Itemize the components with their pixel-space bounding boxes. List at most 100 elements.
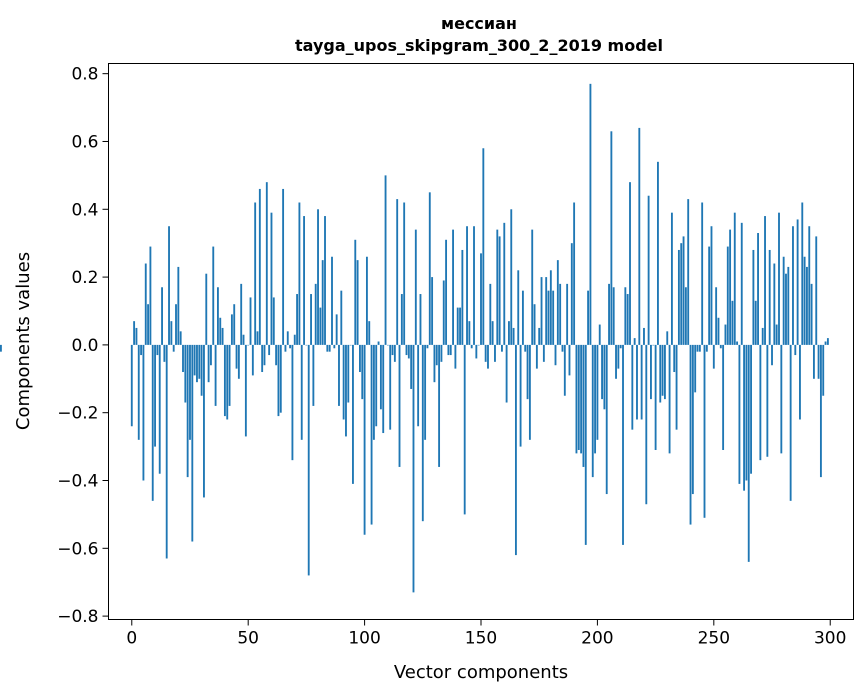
bar [559, 283, 562, 345]
bar [822, 344, 825, 396]
bar [803, 256, 806, 345]
plot-frame [108, 63, 854, 620]
bar [270, 212, 273, 345]
bar [349, 344, 352, 346]
bar [219, 317, 222, 345]
bar [440, 344, 443, 362]
bar [812, 344, 815, 379]
bar [647, 195, 650, 345]
bar [657, 161, 659, 345]
bar [484, 344, 487, 362]
bar [377, 341, 380, 345]
bar [456, 307, 459, 345]
y-tick-label: −0.4 [57, 472, 98, 492]
bar [130, 344, 133, 427]
bar [263, 344, 266, 366]
x-tick-label: 250 [698, 629, 730, 649]
bar [237, 344, 240, 379]
bar [352, 344, 354, 484]
bar [321, 260, 324, 345]
bar [650, 344, 652, 400]
bar [137, 344, 140, 440]
bar [775, 324, 778, 345]
y-axis-ticks: −0.8 −0.6 −0.4 −0.2 0.0 0.2 0.4 0.6 0.8 [57, 65, 109, 627]
bar [729, 229, 732, 345]
bar [331, 256, 333, 345]
bar [158, 344, 161, 474]
bar [757, 233, 759, 345]
bar [200, 344, 203, 396]
bar [759, 344, 762, 461]
bar [680, 243, 683, 345]
bar [719, 344, 722, 349]
bar [317, 209, 319, 345]
bar [596, 344, 599, 440]
bar [736, 341, 739, 345]
bar [389, 344, 392, 430]
bar [517, 270, 520, 345]
y-tick-label: 0.8 [71, 65, 98, 85]
bar [433, 344, 436, 383]
bar [489, 283, 492, 345]
bar [717, 317, 720, 345]
bar [223, 344, 226, 417]
bar [345, 344, 347, 437]
bar [782, 256, 785, 345]
bar [168, 226, 170, 345]
bar [279, 344, 282, 413]
bar [386, 344, 389, 346]
bar [796, 219, 799, 345]
bar [179, 331, 182, 345]
bar [580, 344, 583, 454]
bar [142, 344, 145, 481]
bar [154, 344, 156, 447]
bar [533, 304, 536, 345]
bar [442, 280, 445, 345]
bar [272, 297, 275, 345]
bar [587, 290, 590, 345]
bar [792, 226, 794, 345]
bar [435, 344, 438, 366]
bar [0, 344, 2, 352]
bar [694, 344, 697, 393]
bar [403, 202, 406, 345]
bar [342, 344, 345, 420]
bar [638, 127, 641, 345]
bar [698, 344, 701, 352]
bar [156, 344, 159, 356]
x-tick-label: 300 [814, 629, 846, 649]
bar [226, 344, 229, 420]
bar [361, 344, 364, 400]
bar [477, 344, 480, 346]
bar [691, 344, 694, 495]
bar [235, 344, 238, 369]
y-tick-label: 0.0 [71, 336, 98, 356]
bar [198, 344, 201, 379]
bar [296, 294, 299, 345]
bar [645, 344, 648, 505]
bar [724, 324, 727, 345]
bar [372, 344, 375, 440]
x-tick-label: 150 [465, 629, 497, 649]
bar [542, 344, 545, 362]
bar [624, 287, 627, 345]
bar [508, 321, 510, 345]
bar [149, 246, 152, 345]
bar [526, 344, 529, 400]
bar [319, 307, 322, 345]
bar [393, 344, 396, 362]
bar [212, 246, 215, 345]
bar [491, 321, 494, 345]
bar [666, 331, 669, 345]
bar [368, 321, 371, 345]
bar [452, 229, 454, 345]
bar [806, 266, 808, 345]
bar [498, 236, 501, 345]
bar [189, 344, 191, 440]
bar [682, 236, 685, 345]
bar [549, 270, 552, 345]
bar [740, 222, 743, 345]
bar [210, 344, 212, 366]
bar [356, 260, 359, 345]
bar [675, 344, 678, 430]
